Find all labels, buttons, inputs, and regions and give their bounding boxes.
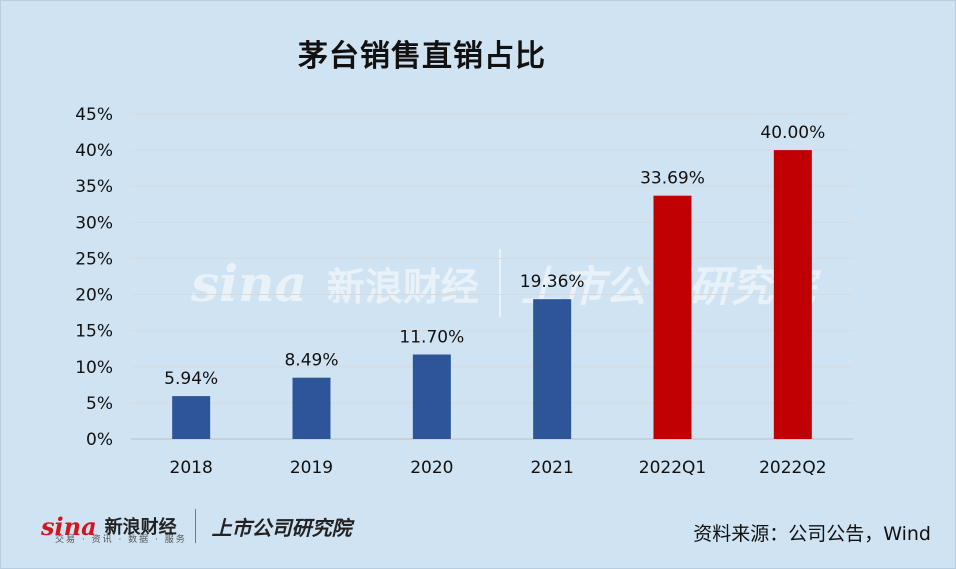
bar-2022Q1 [653, 195, 692, 439]
y-tick-label: 45% [75, 105, 113, 125]
y-tick-label: 10% [75, 358, 113, 378]
data-label-2019: 8.49% [284, 351, 338, 371]
bar-2022Q2 [773, 150, 812, 439]
sina-finance-name: 新浪财经 [104, 517, 177, 538]
x-tick-label-2022Q2: 2022Q2 [759, 458, 826, 478]
x-tick-label-2022Q1: 2022Q1 [639, 458, 706, 478]
grid-lines [131, 113, 853, 440]
y-tick-label: 35% [75, 177, 113, 197]
bars [172, 150, 812, 439]
footer-logo: sina 新浪财经 交易 · 资讯 · 数据 · 服务 上市公司研究院 [41, 506, 352, 546]
x-tick-label-2020: 2020 [410, 458, 453, 478]
y-tick-label: 15% [75, 322, 113, 342]
y-tick-label: 20% [75, 286, 113, 306]
x-tick-label-2021: 2021 [531, 458, 574, 478]
x-tick-label-2019: 2019 [290, 458, 333, 478]
data-labels: 5.94% 8.49% 11.70% 19.36% 33.69% 40.00% [164, 123, 825, 389]
logo-divider [194, 509, 196, 543]
sina-logo: sina [41, 511, 97, 541]
y-tick-label: 25% [75, 249, 113, 269]
sina-tagline: 交易 · 资讯 · 数据 · 服务 [55, 535, 187, 545]
chart-title: 茅台销售直销占比 [298, 39, 546, 74]
data-label-2021: 19.36% [520, 272, 585, 292]
x-tick-label-2018: 2018 [170, 458, 213, 478]
x-axis-labels: 2018 2019 2020 2021 2022Q1 2022Q2 [170, 458, 827, 478]
source-note: 资料来源：公司公告，Wind [693, 523, 931, 545]
y-tick-label: 30% [75, 213, 113, 233]
data-label-2018: 5.94% [164, 369, 218, 389]
bar-2020 [412, 354, 451, 439]
data-label-2022Q2: 40.00% [760, 123, 825, 143]
y-tick-label: 40% [75, 141, 113, 161]
data-label-2020: 11.70% [399, 328, 464, 348]
bar-2018 [172, 396, 211, 439]
data-label-2022Q1: 33.69% [640, 169, 705, 189]
institute-name: 上市公司研究院 [211, 515, 352, 540]
y-tick-label: 5% [86, 394, 113, 414]
y-tick-label: 0% [86, 430, 113, 450]
bar-2021 [533, 299, 572, 439]
bar-2019 [292, 377, 331, 439]
y-axis-ticks: 0% 5% 10% 15% 20% 25% 30% 35% 40% 45% [75, 105, 113, 450]
